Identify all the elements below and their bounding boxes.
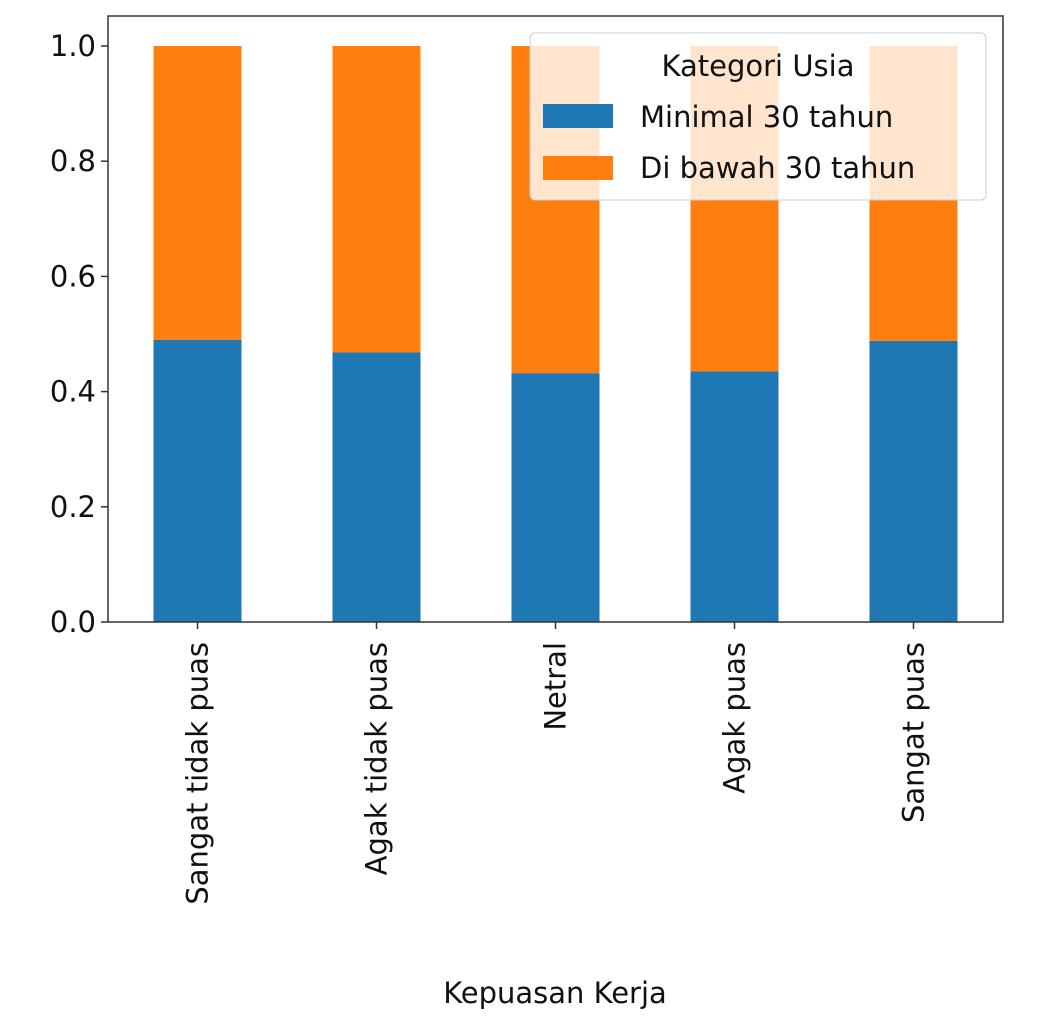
x-tick-label-4: Sangat puas [897,642,931,823]
x-axis-label: Kepuasan Kerja [443,976,667,1010]
bar-0-1 [332,352,421,622]
y-tick-label-2: 0.4 [50,375,96,409]
bar-0-3 [690,371,779,622]
legend-label-1: Di bawah 30 tahun [640,151,915,185]
legend-title: Kategori Usia [661,49,854,83]
legend-swatch-0 [543,104,613,128]
y-tick-label-4: 0.8 [50,144,96,178]
bar-1-1 [332,46,421,353]
x-tick-label-0: Sangat tidak puas [181,642,215,905]
y-tick-label-1: 0.2 [50,490,96,524]
x-tick-label-2: Netral [539,642,573,731]
y-tick-label-3: 0.6 [50,259,96,293]
x-tick-label-1: Agak tidak puas [360,642,394,875]
y-tick-label-5: 1.0 [50,29,96,63]
y-tick-label-0: 0.0 [50,605,96,639]
legend-box [529,32,987,201]
legend: Kategori Usia Minimal 30 tahun Di bawah … [529,32,987,201]
bar-0-0 [153,339,242,622]
bar-1-0 [153,46,242,340]
bar-0-4 [869,340,958,622]
x-tick-label-3: Agak puas [718,642,752,794]
legend-label-0: Minimal 30 tahun [640,100,893,134]
bar-0-2 [511,373,600,622]
legend-swatch-1 [543,156,613,180]
